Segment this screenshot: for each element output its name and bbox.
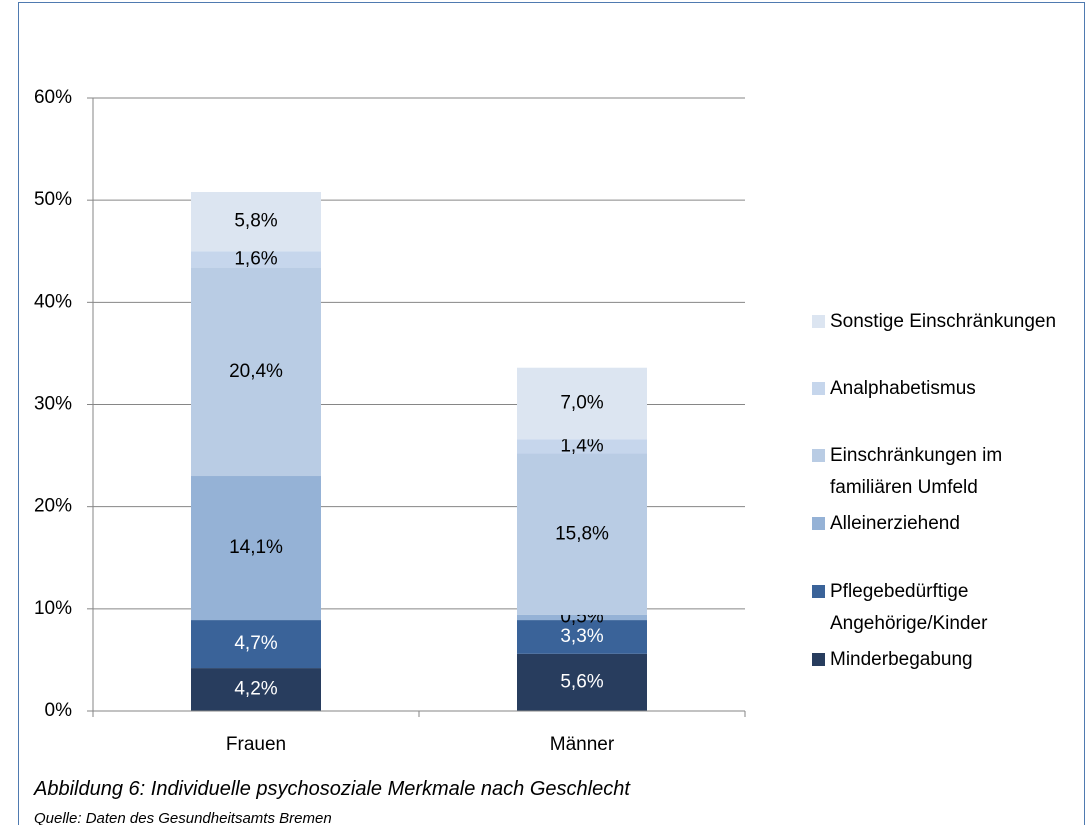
bar-segment [191,668,321,711]
legend-swatch [812,449,825,462]
legend-swatch [812,517,825,530]
value-label: 5,6% [560,671,603,692]
value-label: 14,1% [229,537,283,558]
y-tick-label: 30% [34,394,72,415]
bar-segment [191,251,321,268]
legend-swatch [812,315,825,328]
y-tick-label: 60% [34,87,72,108]
value-label: 1,6% [234,248,277,269]
legend-label: Analphabetismus [830,378,976,399]
bar-segment [191,191,321,252]
source: Quelle: Daten des Gesundheitsamts Bremen [34,810,332,825]
caption: Abbildung 6: Individuelle psychosoziale … [34,778,630,800]
value-label: 20,4% [229,361,283,382]
x-tick-label: Männer [550,734,615,755]
value-label: 1,4% [560,435,603,456]
y-tick-label: 50% [34,189,72,210]
bar-segment [517,439,647,454]
y-tick-label: 10% [34,598,72,619]
legend-label: Einschränkungen im familiären Umfeld [830,445,1003,498]
y-tick-label: 0% [45,700,73,721]
bar-segment [517,614,647,621]
legend-label: Minderbegabung [830,649,973,670]
frame [18,2,1085,825]
y-tick-label: 20% [34,496,72,517]
legend-swatch [812,585,825,598]
legend-label: Sonstige Einschränkungen [830,311,1057,332]
value-label: 7,0% [560,392,603,413]
value-label: 15,8% [555,523,609,544]
y-tick-label: 40% [34,291,72,312]
x-tick-label: Frauen [226,734,286,755]
value-label: 4,2% [234,679,277,700]
legend-label: Alleinerziehend [830,513,960,534]
bar-segment [517,367,647,440]
bar-segment [191,620,321,669]
legend-swatch [812,382,825,395]
bar-segment [191,476,321,621]
bar-segment [517,453,647,615]
value-label: 3,3% [560,626,603,647]
bar-segment [191,267,321,477]
value-label: 4,7% [234,633,277,654]
legend-swatch [812,653,825,666]
bar-segment [517,653,647,711]
legend-label: Pflegebedürftige Angehörige/Kinder [830,581,988,634]
value-label: 5,8% [234,211,277,232]
bar-segment [517,620,647,654]
